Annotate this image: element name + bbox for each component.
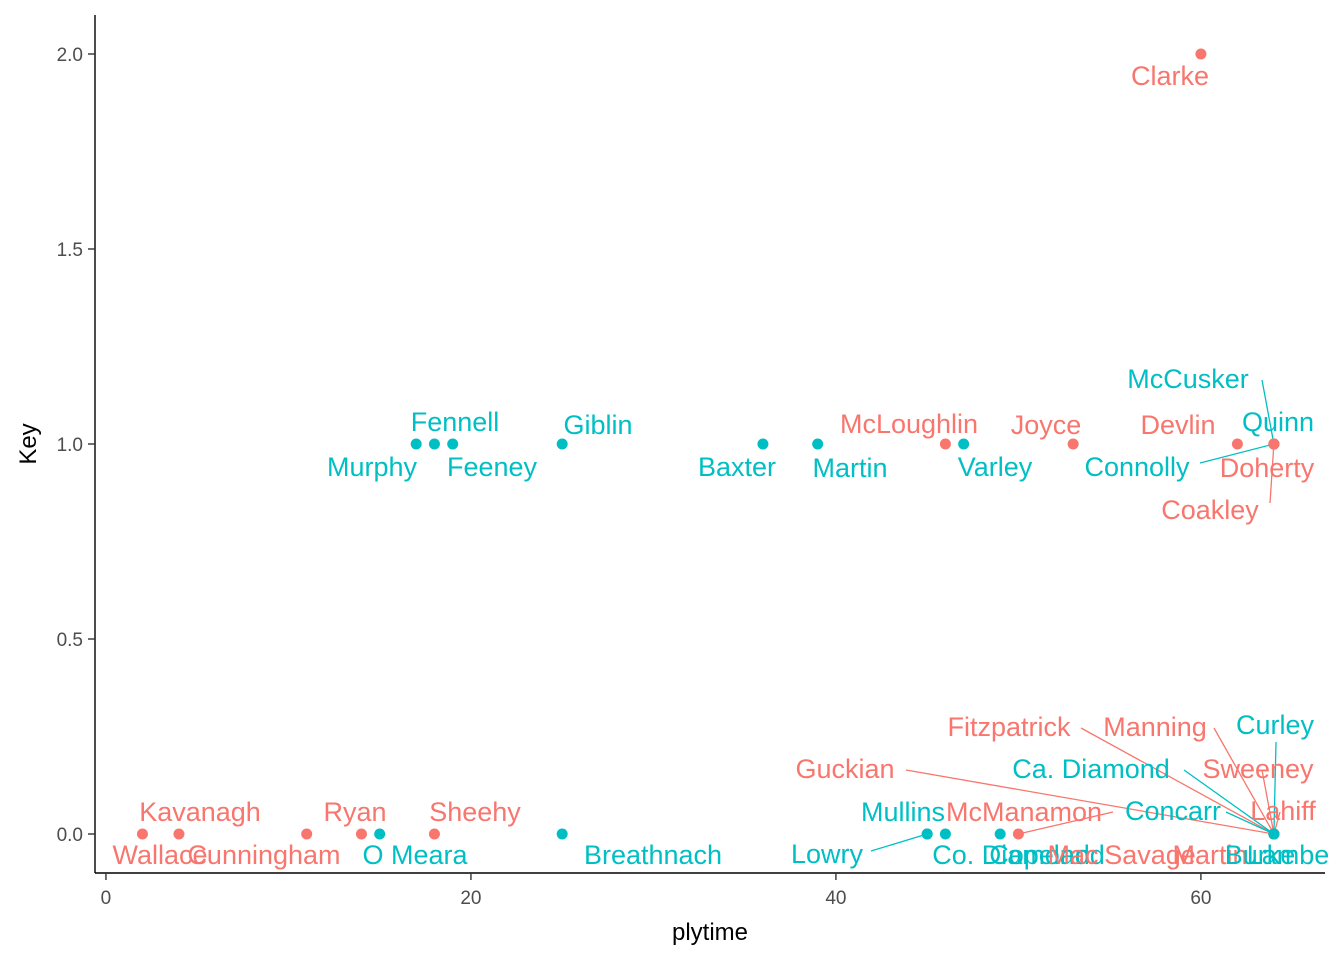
x-axis-title: plytime — [672, 919, 748, 946]
data-point — [136, 828, 148, 840]
y-axis-ticks: 0.0 0.5 1.0 1.5 2.0 — [57, 45, 95, 846]
point-label: Feeney — [447, 452, 538, 482]
point-label: Clarke — [1131, 61, 1209, 91]
leader-line — [1183, 769, 1275, 835]
point-label: Sweeney — [1202, 754, 1314, 784]
point-label: Martin — [812, 453, 887, 483]
point-label: McCusker — [1127, 364, 1249, 394]
x-tick-label: 20 — [460, 888, 481, 909]
data-point — [374, 828, 386, 840]
leader-line — [1261, 379, 1275, 445]
leader-line — [1273, 741, 1277, 835]
data-point — [556, 438, 568, 450]
point-label: Connolly — [1084, 452, 1190, 482]
leader-line — [1018, 811, 1114, 835]
data-point — [1012, 828, 1024, 840]
point-label: O Meara — [362, 840, 468, 870]
data-point — [1195, 48, 1207, 60]
point-label: Martin — [1172, 840, 1247, 870]
point-label: McManamon — [946, 797, 1102, 827]
point-label: Mullins — [861, 797, 945, 827]
y-axis-title: Key — [15, 423, 42, 464]
point-label: Burke — [1225, 840, 1296, 870]
point-label: Quinn — [1242, 407, 1314, 437]
point-label: Co. Diamond — [932, 840, 1090, 870]
leader-line — [1199, 443, 1275, 464]
data-point — [1268, 828, 1280, 840]
point-label: Lahiff — [1250, 796, 1316, 826]
x-axis-ticks: 0 20 40 60 — [101, 873, 1211, 909]
point-label: Devlin — [1140, 410, 1215, 440]
data-point — [939, 828, 951, 840]
data-point — [994, 828, 1006, 840]
point-label: Breathnach — [584, 840, 722, 870]
data-point — [1231, 438, 1243, 450]
point-label: McLoughlin — [840, 409, 978, 439]
point-label: Mac — [1047, 840, 1098, 870]
data-point — [301, 828, 313, 840]
point-label: Ca. Diamond — [1012, 754, 1170, 784]
leader-line — [870, 833, 928, 852]
leader-line — [1261, 769, 1275, 835]
data-point — [447, 438, 459, 450]
point-label: Wallace — [112, 840, 207, 870]
x-tick-label: 40 — [825, 888, 846, 909]
y-tick-label: 1.0 — [57, 435, 83, 456]
x-tick-label: 60 — [1190, 888, 1211, 909]
data-point — [1268, 438, 1280, 450]
data-point — [812, 438, 824, 450]
y-tick-label: 0.0 — [57, 825, 83, 846]
point-label: Murphy — [327, 452, 418, 482]
data-points — [136, 48, 1280, 840]
y-tick-label: 0.5 — [57, 630, 83, 651]
point-label: Guckian — [795, 754, 894, 784]
point-label: Kavanagh — [139, 797, 261, 827]
point-label: Ryan — [323, 797, 386, 827]
data-point — [428, 828, 440, 840]
point-label: Fitzpatrick — [947, 712, 1071, 742]
data-point — [757, 438, 769, 450]
leader-line — [1213, 727, 1275, 835]
point-label: Savage — [1104, 840, 1196, 870]
point-label: Lowry — [791, 839, 864, 869]
point-label: Sheehy — [429, 797, 521, 827]
point-label: Fennell — [411, 407, 500, 437]
point-label: Concarr — [1125, 796, 1221, 826]
data-point — [556, 828, 568, 840]
y-tick-label: 2.0 — [57, 45, 83, 66]
point-label: Coakley — [1161, 495, 1259, 525]
point-label: Varley — [958, 452, 1033, 482]
point-label: Copeland — [989, 840, 1105, 870]
leader-line — [905, 769, 1275, 835]
point-label: Doherty — [1220, 453, 1315, 483]
data-point — [428, 438, 440, 450]
data-point — [410, 438, 422, 450]
point-labels: Clarke Wallace Kavanagh Cunningham Ryan O Mea… — [112, 61, 1329, 870]
x-tick-label: 0 — [101, 888, 112, 909]
point-label: Curley — [1236, 710, 1315, 740]
point-label: Baxter — [698, 452, 776, 482]
data-point — [958, 438, 970, 450]
data-point — [939, 438, 951, 450]
point-label: Giblin — [563, 410, 632, 440]
data-point — [355, 828, 367, 840]
point-label: Joyce — [1011, 410, 1082, 440]
leader-line — [1225, 811, 1275, 835]
point-label: Cunningham — [187, 840, 340, 870]
leader-line — [1269, 443, 1275, 504]
label-leader-lines — [870, 379, 1281, 852]
point-label: Lambe — [1247, 840, 1330, 870]
data-point — [921, 828, 933, 840]
data-point — [1067, 438, 1079, 450]
point-label: Manning — [1103, 712, 1207, 742]
y-tick-label: 1.5 — [57, 240, 83, 261]
data-point — [173, 828, 185, 840]
leader-line — [1080, 727, 1275, 835]
